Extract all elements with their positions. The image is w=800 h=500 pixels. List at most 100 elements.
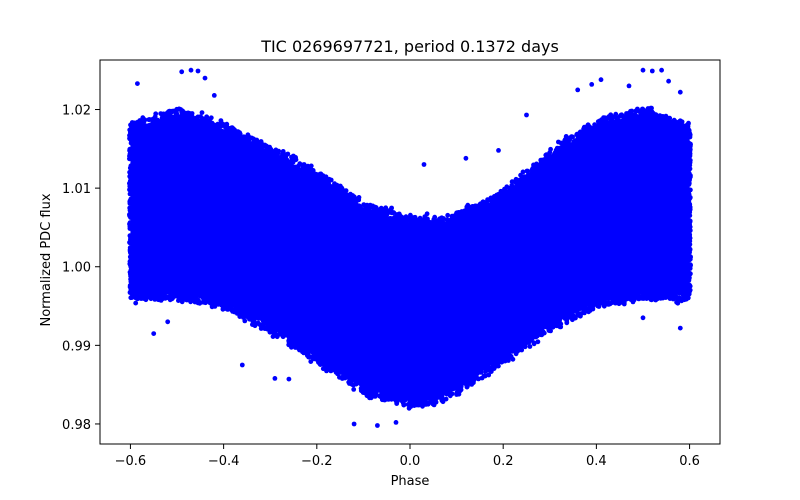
data-point xyxy=(199,110,205,115)
data-point xyxy=(227,130,233,136)
data-point xyxy=(196,298,201,304)
data-point xyxy=(174,111,180,117)
data-point xyxy=(561,144,567,150)
data-point xyxy=(396,211,402,217)
outlier-point xyxy=(179,69,185,75)
data-point xyxy=(443,390,448,395)
data-point xyxy=(351,387,357,392)
data-point xyxy=(132,286,137,292)
data-point xyxy=(187,115,193,120)
data-point xyxy=(512,179,517,185)
data-point xyxy=(520,169,526,175)
data-point xyxy=(456,216,462,222)
x-tick-label: 0.4 xyxy=(586,454,607,469)
outlier-point xyxy=(649,68,655,74)
data-point xyxy=(404,215,409,221)
x-axis: −0.6 −0.4 −0.2 0.0 0.2 0.4 0.6 xyxy=(115,444,700,469)
data-point xyxy=(556,139,561,145)
data-point xyxy=(490,196,496,202)
data-point xyxy=(344,195,350,201)
data-point xyxy=(198,114,204,119)
data-point xyxy=(320,366,326,372)
data-point xyxy=(510,356,516,362)
data-point xyxy=(644,287,650,293)
data-point xyxy=(411,215,417,221)
data-point xyxy=(589,305,594,311)
data-point xyxy=(351,196,357,202)
data-point xyxy=(127,283,133,288)
data-point xyxy=(278,327,284,333)
data-point xyxy=(640,106,645,112)
data-point xyxy=(686,196,692,202)
data-point xyxy=(189,111,195,116)
data-point xyxy=(250,143,256,149)
data-point xyxy=(308,359,314,364)
y-axis-label: Normalized PDC flux xyxy=(39,193,54,326)
data-point xyxy=(368,389,374,395)
data-point xyxy=(439,215,445,221)
data-point xyxy=(464,384,470,390)
data-point xyxy=(299,344,304,350)
data-point xyxy=(288,164,294,170)
data-point xyxy=(663,115,668,121)
data-point xyxy=(127,153,132,159)
y-tick-label: 1.02 xyxy=(62,104,91,119)
data-point xyxy=(127,269,133,275)
data-point xyxy=(577,131,583,137)
data-point xyxy=(296,340,301,345)
outlier-point xyxy=(524,112,529,118)
data-point xyxy=(512,344,518,350)
data-point xyxy=(450,386,456,392)
data-point xyxy=(178,107,184,112)
data-point xyxy=(127,212,132,218)
data-point xyxy=(595,125,600,131)
data-point xyxy=(456,389,462,395)
data-point xyxy=(243,307,248,313)
data-point xyxy=(215,124,220,130)
data-point xyxy=(397,219,402,225)
data-point xyxy=(569,134,574,140)
data-point xyxy=(323,181,329,186)
data-point xyxy=(479,206,485,212)
data-point xyxy=(462,208,467,214)
data-point xyxy=(653,289,659,295)
outlier-point xyxy=(463,155,469,161)
data-point xyxy=(407,218,413,224)
data-point xyxy=(501,194,506,200)
outlier-point xyxy=(496,148,501,153)
data-point xyxy=(545,159,550,165)
data-point xyxy=(160,113,166,119)
outlier-point xyxy=(659,67,664,73)
data-point xyxy=(581,124,587,130)
data-point xyxy=(519,347,525,353)
data-point xyxy=(144,293,150,299)
data-point xyxy=(370,203,376,209)
data-point xyxy=(128,248,134,254)
data-point xyxy=(127,191,133,197)
chart-title: TIC 0269697721, period 0.1372 days xyxy=(260,37,559,56)
data-point xyxy=(506,354,512,360)
data-point xyxy=(531,168,537,174)
data-point xyxy=(128,279,134,284)
data-point xyxy=(337,374,342,380)
data-point xyxy=(216,301,221,307)
data-point xyxy=(486,372,492,378)
data-point xyxy=(686,170,692,176)
y-tick-label: 1.00 xyxy=(62,261,91,276)
outlier-point xyxy=(239,362,245,368)
data-point xyxy=(606,122,612,128)
y-tick-label: 0.99 xyxy=(62,339,91,354)
data-point xyxy=(475,376,481,382)
data-point xyxy=(189,298,195,304)
data-point xyxy=(339,189,345,195)
data-point xyxy=(671,126,677,132)
data-point xyxy=(391,396,397,402)
data-point xyxy=(481,373,487,379)
data-point xyxy=(364,390,369,395)
data-point xyxy=(686,179,692,185)
data-point xyxy=(231,132,237,137)
data-point xyxy=(310,354,316,360)
x-tick-label: −0.6 xyxy=(115,454,147,469)
data-point xyxy=(675,121,681,127)
